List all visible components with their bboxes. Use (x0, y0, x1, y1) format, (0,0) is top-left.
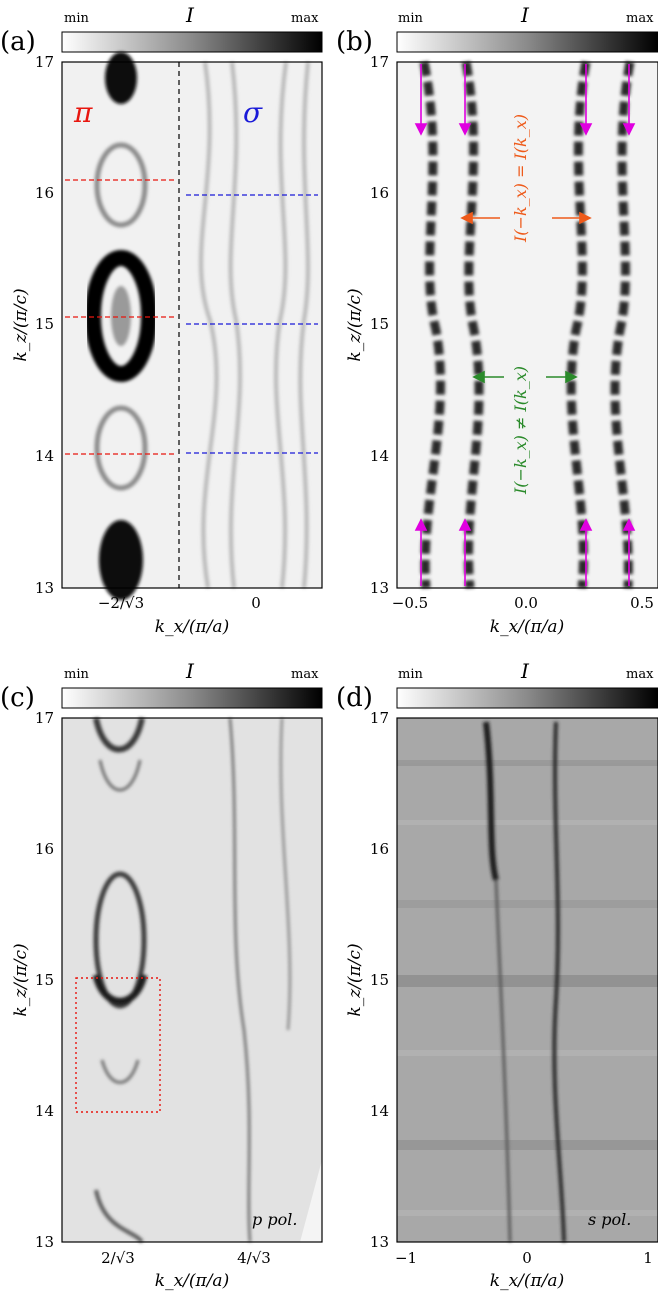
panel-d-ytick-14: 14 (370, 1102, 389, 1120)
panel-c-ylabel: k_z/(π/c) (11, 943, 31, 1016)
panel-c-xlabel: k_x/(π/a) (155, 1271, 229, 1291)
panel-d-ytick-15: 15 (370, 971, 389, 989)
panel-b-arrows-green (472, 370, 578, 384)
panel-d-colorbar-min: min (398, 667, 423, 682)
panel-b-ytick-17: 17 (370, 53, 389, 71)
panel-a-ylabel: k_z/(π/c) (11, 288, 31, 361)
panel-d-ytick-17: 17 (370, 709, 389, 727)
panel-c-corner (300, 1160, 322, 1242)
panel-b-asymmetric-label: I(−k_x) ≠ I(k_x) (511, 366, 530, 495)
panel-b: (b) min max I I(−k_x) (336, 3, 658, 637)
panel-b-colorbar-symbol: I (520, 3, 530, 27)
panel-b-ylabel: k_z/(π/c) (345, 288, 365, 361)
panel-b-xtick-2: 0.5 (630, 594, 654, 612)
panel-b-yticks: 13 14 15 16 17 (370, 53, 389, 597)
panel-c-plot-bg (62, 718, 322, 1242)
panel-a-ytick-15: 15 (35, 315, 54, 333)
panel-d: (d) min max I s pol. 13 14 15 16 17 (336, 659, 658, 1291)
panel-a-frame (61, 61, 323, 589)
panel-d-ytick-13: 13 (370, 1233, 389, 1251)
panel-a-guides (65, 179, 318, 455)
panel-a-xtick-0: −2/√3 (98, 594, 144, 612)
panel-d-ylabel: k_z/(π/c) (345, 943, 365, 1016)
panel-d-xticks: −1 0 1 (395, 1249, 653, 1267)
panel-b-ytick-16: 16 (370, 184, 389, 202)
panel-a-yticks: 13 14 15 16 17 (35, 53, 54, 597)
panel-c-ytick-13: 13 (35, 1233, 54, 1251)
panel-b-ytick-13: 13 (370, 579, 389, 597)
panel-c-xtick-0: 2/√3 (101, 1249, 135, 1267)
panel-c-yticks: 13 14 15 16 17 (35, 709, 54, 1251)
panel-c-colorbar-min: min (64, 667, 89, 682)
panel-a-colorbar-max: max (291, 11, 319, 26)
panel-b-frame (396, 61, 658, 589)
panel-b-symmetric-label: I(−k_x) = I(k_x) (511, 114, 530, 243)
panel-d-pol-label: s pol. (588, 1210, 631, 1229)
panel-a-xlabel: k_x/(π/a) (155, 617, 229, 637)
panel-d-xtick-2: 1 (643, 1249, 653, 1267)
panel-c-bands (92, 717, 292, 1244)
panel-a-sigma-bands (199, 61, 310, 589)
panel-b-arrows-orange (460, 211, 592, 225)
panel-d-colorbar (396, 687, 658, 709)
panel-b-xtick-1: 0.0 (514, 594, 538, 612)
panel-b-xtick-0: −0.5 (392, 594, 428, 612)
panel-c-ytick-14: 14 (35, 1102, 54, 1120)
panel-d-xtick-1: 0 (522, 1249, 532, 1267)
panel-a-xtick-1: 0 (251, 594, 261, 612)
panel-b-xlabel: k_x/(π/a) (490, 617, 564, 637)
panel-d-colorbar-max: max (626, 667, 654, 682)
panel-a-xticks: −2/√3 0 (98, 594, 261, 612)
panel-a-pi-bands (85, 52, 157, 600)
panel-a-ytick-17: 17 (35, 53, 54, 71)
panel-c-label: (c) (0, 683, 35, 713)
panel-d-yticks: 13 14 15 16 17 (370, 709, 389, 1251)
panel-d-frame (396, 717, 658, 1243)
panel-d-noise (397, 760, 658, 1216)
panel-a-label: (a) (0, 27, 36, 57)
panel-c-pol-label: p pol. (252, 1210, 297, 1229)
panel-a-ytick-13: 13 (35, 579, 54, 597)
panel-d-xlabel: k_x/(π/a) (490, 1271, 564, 1291)
panel-d-plot-bg (397, 718, 658, 1242)
panel-b-label: (b) (336, 27, 373, 57)
panel-c-ytick-15: 15 (35, 971, 54, 989)
panel-a-sigma-label: σ (243, 96, 263, 129)
panel-b-colorbar-min: min (398, 11, 423, 26)
panel-b-bands (419, 61, 635, 589)
panel-c: (c) min max I p pol. 13 14 15 16 17 2/√3 (0, 659, 323, 1291)
panel-c-xtick-1: 4/√3 (237, 1249, 271, 1267)
panel-c-ytick-17: 17 (35, 709, 54, 727)
panel-b-plot-bg (397, 62, 658, 588)
panel-c-colorbar-max: max (291, 667, 319, 682)
panel-d-label: (d) (336, 683, 373, 713)
panel-d-ytick-16: 16 (370, 840, 389, 858)
panel-c-frame (61, 717, 323, 1243)
panel-a-ytick-16: 16 (35, 184, 54, 202)
panel-a: (a) min max I π (0, 3, 323, 637)
panel-c-xticks: 2/√3 4/√3 (101, 1249, 271, 1267)
panel-a-colorbar (61, 31, 323, 53)
panel-c-colorbar (61, 687, 323, 709)
panel-c-zoom-box (75, 977, 161, 1113)
panel-c-colorbar-symbol: I (185, 659, 195, 683)
panel-c-ytick-16: 16 (35, 840, 54, 858)
panel-b-xticks: −0.5 0.0 0.5 (392, 594, 654, 612)
panel-b-arrows-magenta (414, 64, 636, 586)
panel-d-bands (483, 721, 566, 1243)
panel-a-colorbar-min: min (64, 11, 89, 26)
panel-a-ytick-14: 14 (35, 447, 54, 465)
panel-d-xtick-0: −1 (395, 1249, 417, 1267)
panel-b-colorbar (396, 31, 658, 53)
panel-a-pi-label: π (73, 96, 93, 129)
panel-b-ytick-15: 15 (370, 315, 389, 333)
panel-b-ytick-14: 14 (370, 447, 389, 465)
panel-d-colorbar-symbol: I (520, 659, 530, 683)
panel-a-colorbar-symbol: I (185, 3, 195, 27)
panel-b-colorbar-max: max (626, 11, 654, 26)
